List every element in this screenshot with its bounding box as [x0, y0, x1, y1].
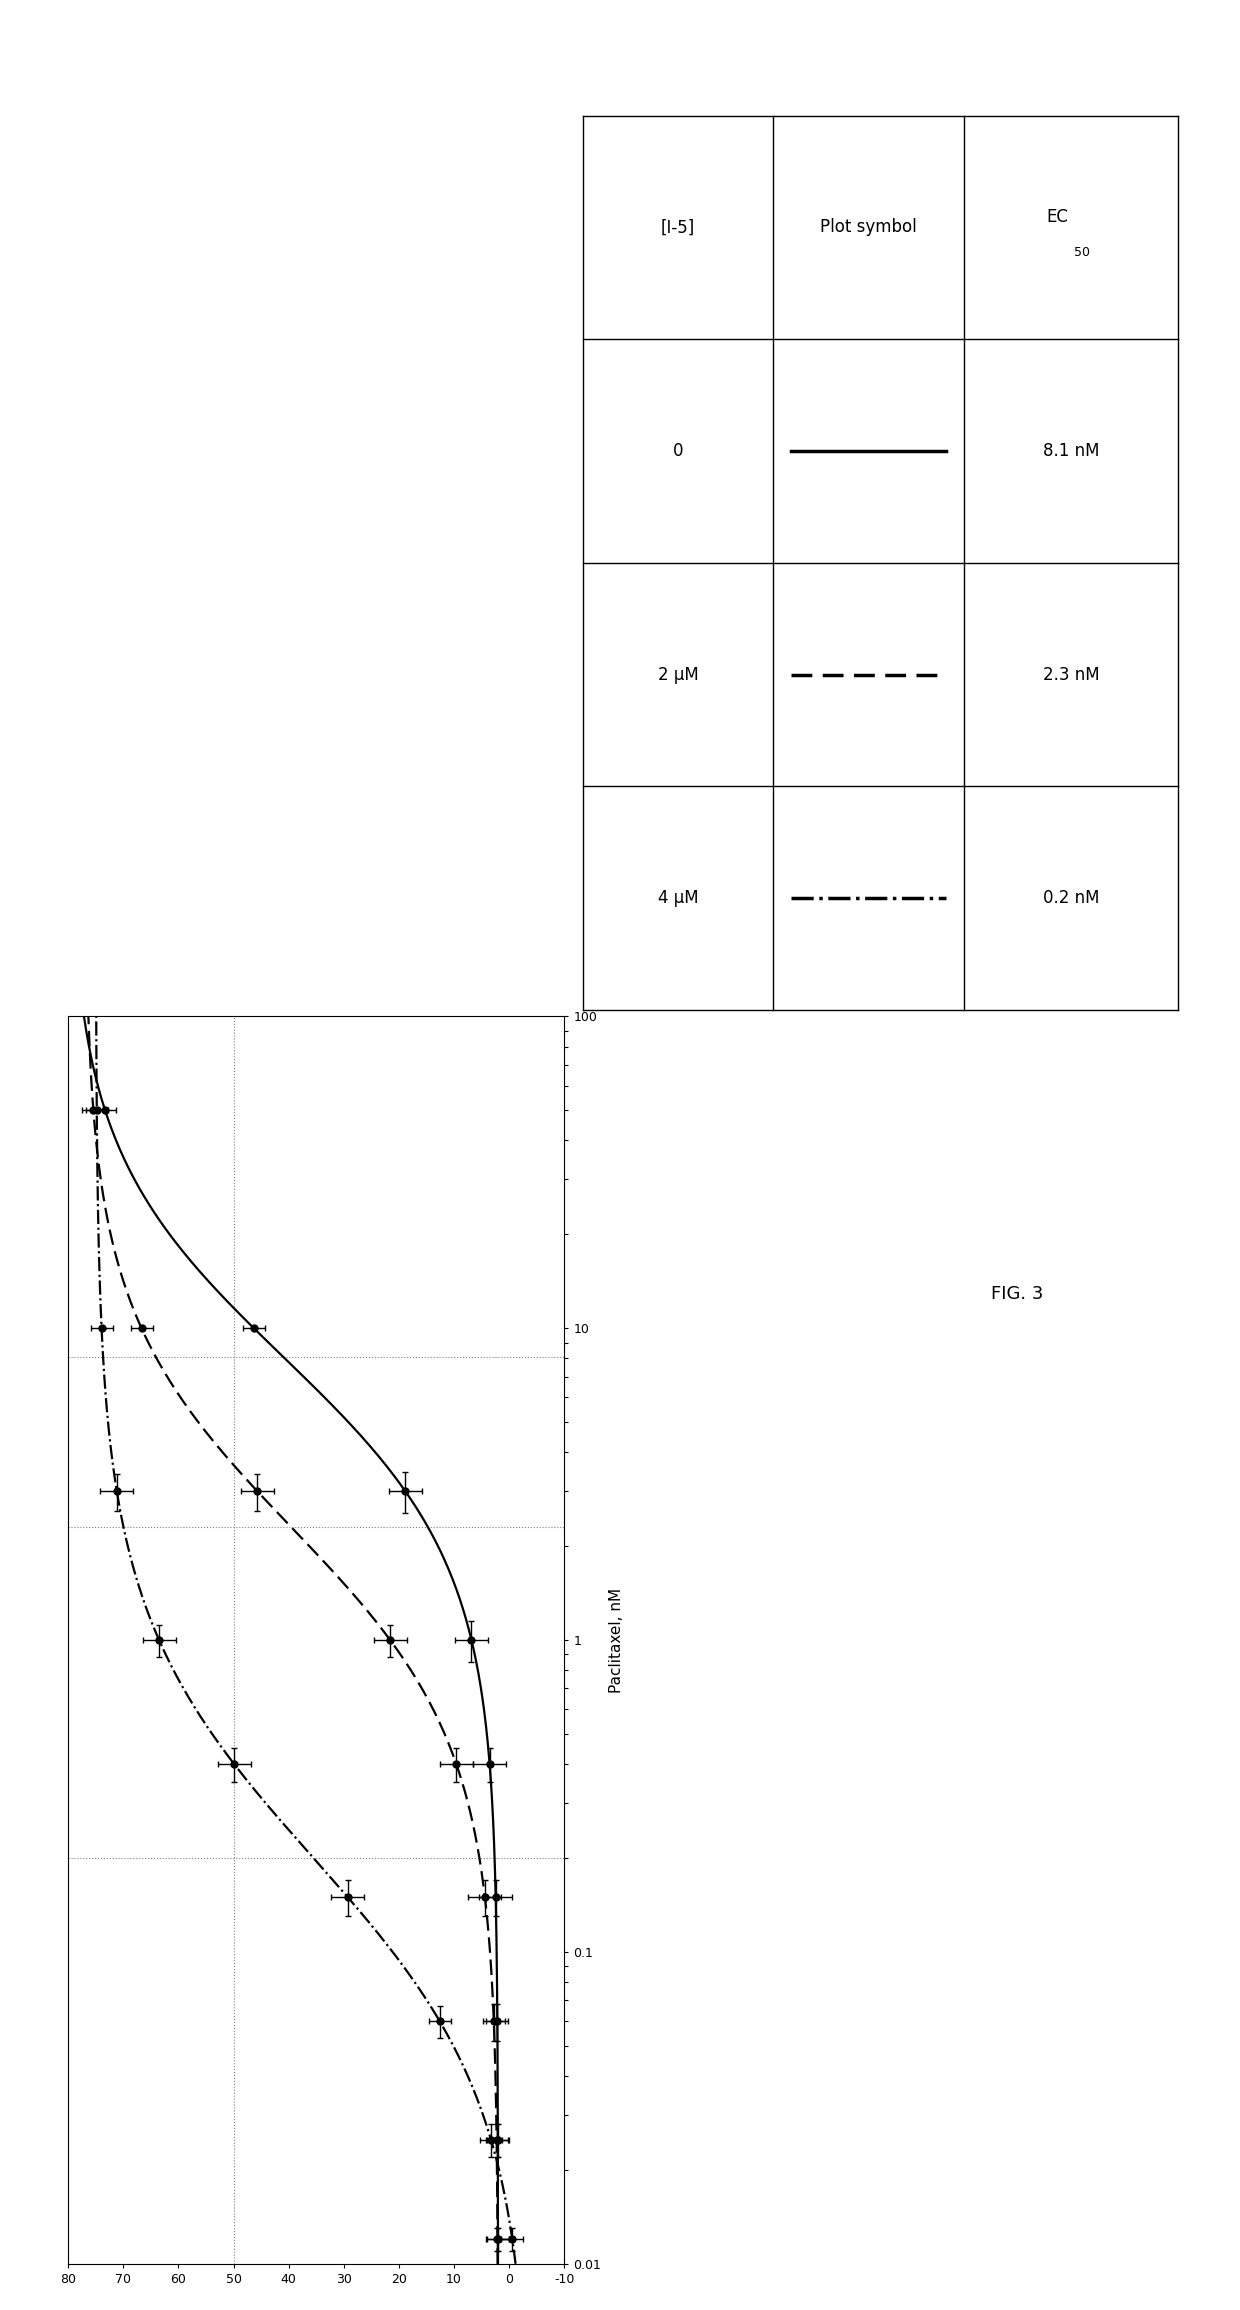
- Text: 0.2 nM: 0.2 nM: [1043, 889, 1099, 908]
- Text: 8.1 nM: 8.1 nM: [1043, 441, 1099, 460]
- Y-axis label: Paclitaxel, nM: Paclitaxel, nM: [609, 1587, 625, 1693]
- Text: 4 μM: 4 μM: [657, 889, 698, 908]
- Text: Plot symbol: Plot symbol: [820, 219, 916, 236]
- Text: FIG. 3: FIG. 3: [991, 1284, 1043, 1303]
- Text: 2.3 nM: 2.3 nM: [1043, 665, 1099, 684]
- Text: 50: 50: [1074, 247, 1090, 259]
- Text: EC: EC: [1047, 208, 1068, 226]
- Text: 2 μM: 2 μM: [657, 665, 698, 684]
- Text: [I-5]: [I-5]: [661, 219, 696, 236]
- Text: 0: 0: [673, 441, 683, 460]
